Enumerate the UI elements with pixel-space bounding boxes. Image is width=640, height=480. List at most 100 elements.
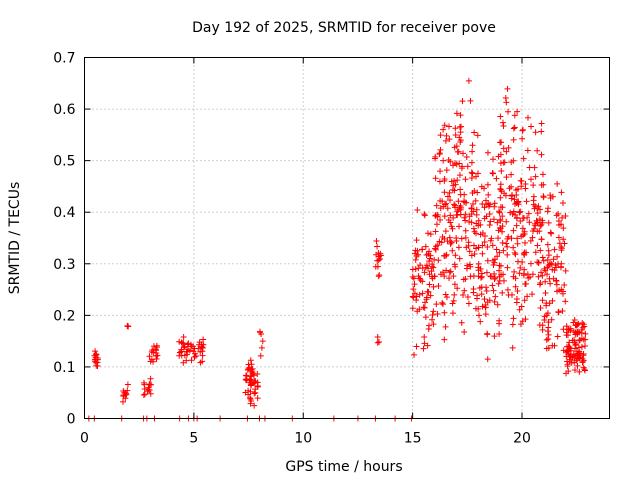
data-point bbox=[571, 316, 578, 323]
data-point bbox=[484, 330, 491, 337]
data-point bbox=[442, 228, 449, 235]
data-point bbox=[474, 132, 481, 139]
data-point bbox=[474, 292, 481, 299]
data-point bbox=[176, 352, 183, 359]
data-point bbox=[457, 139, 464, 146]
data-point bbox=[447, 197, 454, 204]
data-point bbox=[500, 145, 507, 152]
data-point bbox=[493, 246, 500, 253]
data-point bbox=[442, 137, 449, 144]
data-point bbox=[458, 319, 465, 326]
data-point bbox=[508, 171, 515, 178]
data-point bbox=[413, 297, 420, 304]
data-point bbox=[441, 273, 448, 280]
data-point bbox=[180, 340, 187, 347]
data-point bbox=[545, 319, 552, 326]
data-point bbox=[440, 157, 447, 164]
data-point bbox=[444, 205, 451, 212]
data-point bbox=[515, 198, 522, 205]
data-point bbox=[374, 333, 381, 340]
tick-labels: 0 0.1 0.2 0.3 0.4 0.5 0.6 0.7 0 5 10 15 20 bbox=[53, 51, 531, 447]
data-point bbox=[180, 334, 187, 341]
data-point bbox=[409, 293, 416, 300]
data-point bbox=[416, 262, 423, 269]
data-point bbox=[554, 253, 561, 260]
data-point bbox=[568, 359, 575, 366]
x-tick-label: 10 bbox=[294, 431, 312, 447]
data-point bbox=[484, 356, 491, 363]
y-tick-label: 0.2 bbox=[53, 308, 75, 324]
data-point bbox=[519, 135, 526, 142]
data-point bbox=[564, 362, 571, 369]
data-point bbox=[479, 242, 486, 249]
data-point bbox=[461, 214, 468, 221]
data-point bbox=[582, 342, 589, 349]
data-point bbox=[560, 225, 567, 232]
data-point bbox=[426, 322, 433, 329]
data-point bbox=[446, 234, 453, 241]
data-point bbox=[534, 242, 541, 249]
data-point bbox=[419, 246, 426, 253]
data-point bbox=[481, 239, 488, 246]
data-point bbox=[452, 181, 459, 188]
data-point bbox=[147, 375, 154, 382]
x-tick-label: 0 bbox=[80, 431, 89, 447]
data-point bbox=[495, 235, 502, 242]
data-point bbox=[375, 257, 382, 264]
data-point bbox=[562, 298, 569, 305]
data-point bbox=[497, 181, 504, 188]
data-point bbox=[247, 388, 254, 395]
data-point bbox=[422, 243, 429, 250]
data-point bbox=[514, 108, 521, 115]
data-point bbox=[451, 261, 458, 268]
data-point bbox=[491, 333, 498, 340]
data-point bbox=[544, 241, 551, 248]
data-point bbox=[476, 312, 483, 319]
data-point bbox=[247, 376, 254, 383]
data-point bbox=[491, 270, 498, 277]
data-point bbox=[421, 340, 428, 347]
data-point bbox=[456, 123, 463, 130]
data-point bbox=[426, 255, 433, 262]
data-point bbox=[544, 208, 551, 215]
data-point bbox=[467, 97, 474, 104]
data-point bbox=[477, 231, 484, 238]
data-point bbox=[412, 256, 419, 263]
data-point bbox=[558, 260, 565, 267]
data-point bbox=[484, 243, 491, 250]
data-point bbox=[529, 271, 536, 278]
data-point bbox=[443, 267, 450, 274]
data-point bbox=[531, 205, 538, 212]
data-point bbox=[430, 308, 437, 315]
data-point bbox=[478, 284, 485, 291]
data-point bbox=[524, 293, 531, 300]
data-point bbox=[409, 273, 416, 280]
data-point bbox=[469, 170, 476, 177]
data-point bbox=[487, 273, 494, 280]
data-point bbox=[516, 306, 523, 313]
data-point bbox=[496, 317, 503, 324]
data-point bbox=[571, 366, 578, 373]
data-point bbox=[411, 281, 418, 288]
data-point bbox=[576, 368, 583, 375]
data-point bbox=[456, 172, 463, 179]
data-point bbox=[416, 291, 423, 298]
data-point bbox=[497, 217, 504, 224]
data-point bbox=[444, 193, 451, 200]
data-point bbox=[429, 316, 436, 323]
data-point bbox=[186, 347, 193, 354]
data-point bbox=[414, 247, 421, 254]
data-point bbox=[481, 296, 488, 303]
data-point bbox=[199, 358, 206, 365]
data-point bbox=[538, 236, 545, 243]
data-point bbox=[140, 392, 147, 399]
data-point bbox=[441, 176, 448, 183]
data-point bbox=[375, 273, 382, 280]
data-point bbox=[504, 85, 511, 92]
data-point bbox=[437, 168, 444, 175]
data-point bbox=[531, 225, 538, 232]
data-point bbox=[452, 252, 459, 259]
data-point bbox=[452, 202, 459, 209]
data-point bbox=[426, 258, 433, 265]
data-point bbox=[446, 275, 453, 282]
